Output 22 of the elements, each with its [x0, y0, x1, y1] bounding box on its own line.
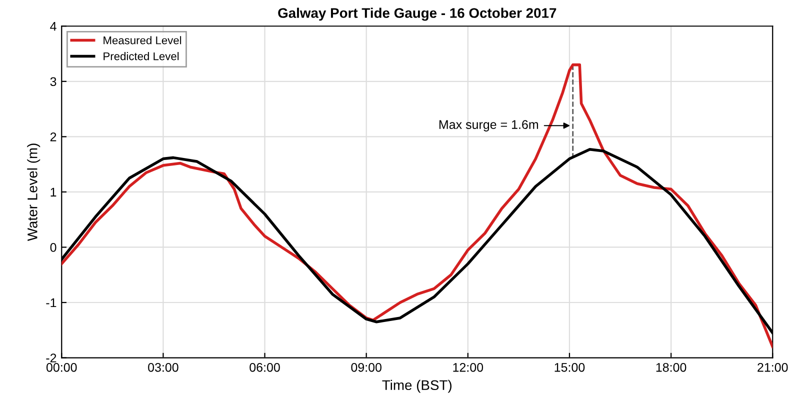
y-tick-label: 1	[50, 188, 56, 196]
x-tick-label: 15:00	[554, 362, 585, 372]
x-axis-title: Time (BST)	[382, 380, 452, 393]
x-tick-label: 18:00	[656, 362, 686, 372]
x-tick-label: 00:00	[46, 362, 77, 372]
y-tick-label: -1	[46, 298, 56, 308]
y-tick-label: 0	[50, 243, 56, 252]
x-tick-label: 03:00	[148, 362, 178, 372]
y-tick-label: -2	[46, 354, 56, 362]
x-tick-label: 12:00	[453, 362, 484, 372]
chart-title: Galway Port Tide Gauge - 16 October 2017	[278, 8, 556, 21]
x-tick-label: 06:00	[250, 362, 280, 372]
annotation: Max surge = 1.6m	[439, 120, 538, 132]
line-series	[62, 63, 773, 348]
y-tick-label: 2	[50, 132, 56, 142]
y-tick-label: 4	[50, 22, 56, 31]
x-tick-label: 09:00	[351, 362, 382, 372]
legend-label: Predicted Level	[104, 52, 179, 60]
legend-label: Measured Level	[104, 36, 182, 44]
y-axis-title: Water Level (m)	[27, 144, 40, 242]
x-tick-label: 21:00	[758, 362, 788, 372]
y-tick-label: 3	[50, 77, 56, 86]
